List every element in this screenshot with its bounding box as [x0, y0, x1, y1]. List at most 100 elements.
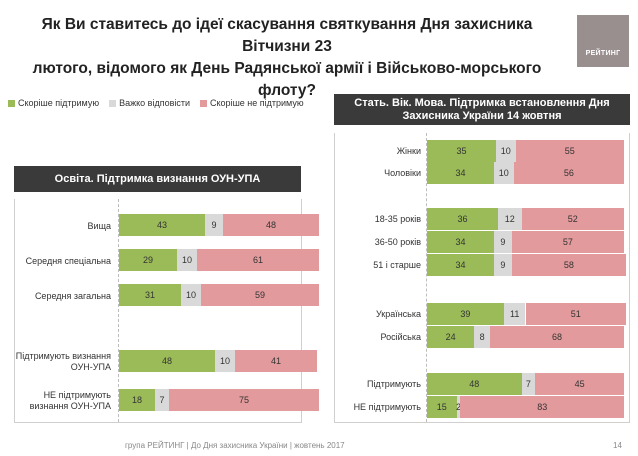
bar-segment-oppose: 56: [513, 162, 624, 184]
data-label: 10: [181, 255, 192, 265]
data-label: 55: [564, 146, 575, 156]
data-label: 41: [270, 356, 281, 366]
data-label: 12: [504, 214, 515, 224]
bar-segment-oppose: 57: [511, 231, 624, 253]
data-label: 75: [238, 395, 249, 405]
bar-segment-support: 36: [427, 208, 498, 230]
page-title: Як Ви ставитесь до ідеї скасування святк…: [12, 14, 562, 102]
category-label: Середня спеціальна: [25, 256, 111, 266]
bar-segment-hard-to-say: 7: [521, 373, 536, 395]
bar-segment-support: 48: [119, 350, 215, 372]
bar-segment-support: 31: [119, 284, 181, 306]
bar-segment-hard-to-say: 11: [503, 303, 526, 325]
legend-item-hard-to-say: Важко відповісти: [109, 98, 190, 108]
bar-segment-hard-to-say: 10: [495, 140, 516, 162]
legend-label-hard-to-say: Важко відповісти: [119, 98, 191, 108]
data-label: 59: [254, 290, 265, 300]
data-label: 61: [252, 255, 263, 265]
data-label: 48: [265, 220, 276, 230]
data-label: 9: [500, 260, 506, 270]
bar-segment-hard-to-say: 8: [474, 326, 491, 348]
chart-legend: Скоріше підтримую Важко відповісти Скорі…: [8, 98, 304, 108]
data-label: 31: [144, 290, 155, 300]
category-label: Підтримують: [366, 379, 421, 389]
bar-segment-oppose: 75: [169, 389, 319, 411]
bar-segment-support: 34: [427, 254, 494, 276]
legend-item-oppose: Скоріше не підтримую: [200, 98, 304, 108]
category-label: НЕ підтримують: [353, 402, 421, 412]
category-label: 18-35 років: [374, 214, 421, 224]
data-label: 18: [131, 395, 142, 405]
bar-segment-support: 39: [427, 303, 504, 325]
category-label: Чоловіки: [384, 168, 421, 178]
data-label: 9: [500, 237, 506, 247]
bar-segment-support: 43: [119, 214, 205, 236]
chart-axis: [426, 133, 427, 422]
bar-segment-hard-to-say: 9: [493, 254, 512, 276]
category-label: Підтримують визнання ОУН-УПА: [15, 351, 111, 372]
education-chart: Вища 43 9 48 Середня спеціальна 29 10 61 Середня…: [14, 199, 319, 423]
demographics-chart-title: Стать. Вік. Мова. Підтримка встановлення…: [334, 94, 630, 125]
bar-segment-support: 35: [427, 140, 496, 162]
data-label: 45: [574, 379, 585, 389]
legend-label-oppose: Скоріше не підтримую: [210, 98, 304, 108]
bar-segment-hard-to-say: 9: [205, 214, 223, 236]
title-line-2: лютого, відомого як День Радянської армі…: [32, 60, 542, 99]
data-label: 10: [219, 356, 230, 366]
bar-segment-oppose: 48: [223, 214, 319, 236]
bar-segment-oppose: 52: [521, 208, 624, 230]
data-label: 68: [552, 332, 563, 342]
rating-logo: РЕЙТИНГ: [577, 15, 629, 67]
legend-label-support: Скоріше підтримую: [18, 98, 100, 108]
category-label: 51 і старше: [373, 260, 421, 270]
data-label: 7: [525, 379, 531, 389]
education-chart-title: Освіта. Підтримка визнання ОУН-УПА: [14, 166, 301, 192]
category-label: Українська: [375, 309, 421, 319]
data-label: 36: [457, 214, 468, 224]
bar-segment-hard-to-say: 7: [155, 389, 169, 411]
data-label: 10: [498, 168, 509, 178]
data-label: 39: [460, 309, 471, 319]
demographics-chart: Жінки 35 10 55 Чоловіки 34 10 56 18-35 років 36 12…: [334, 133, 630, 423]
legend-swatch-hard-to-say: [109, 99, 117, 107]
bar-segment-hard-to-say: 10: [493, 162, 514, 184]
bar-segment-oppose: 83: [460, 396, 624, 418]
data-label: 34: [455, 260, 466, 270]
data-label: 43: [156, 220, 167, 230]
data-label: 35: [456, 146, 467, 156]
bar-segment-hard-to-say: 10: [177, 249, 197, 271]
bar-segment-hard-to-say: 2: [456, 396, 462, 418]
bar-segment-support: 18: [119, 389, 155, 411]
chart-axis: [118, 199, 119, 422]
data-label: 48: [161, 356, 172, 366]
data-label: 2: [456, 402, 462, 412]
data-label: 29: [142, 255, 153, 265]
page-number: 14: [613, 441, 622, 450]
data-label: 83: [537, 402, 548, 412]
bar-segment-oppose: 45: [535, 373, 624, 395]
data-label: 51: [570, 309, 581, 319]
category-label: 36-50 років: [374, 237, 421, 247]
data-label: 24: [445, 332, 456, 342]
legend-item-support: Скоріше підтримую: [8, 98, 99, 108]
data-label: 52: [567, 214, 578, 224]
category-label: Вища: [87, 221, 111, 231]
bar-segment-hard-to-say: 9: [493, 231, 512, 253]
bar-segment-oppose: 59: [201, 284, 319, 306]
legend-swatch-oppose: [200, 99, 208, 107]
bar-segment-support: 34: [427, 162, 494, 184]
category-label: Жінки: [396, 146, 421, 156]
data-label: 58: [563, 260, 574, 270]
data-label: 34: [455, 168, 466, 178]
bar-segment-support: 34: [427, 231, 494, 253]
bar-segment-hard-to-say: 10: [215, 350, 235, 372]
bar-segment-hard-to-say: 10: [181, 284, 201, 306]
category-label: Середня загальна: [34, 291, 111, 301]
bar-segment-oppose: 58: [511, 254, 626, 276]
category-label: НЕ підтримують визнання ОУН-УПА: [29, 390, 111, 411]
data-label: 57: [562, 237, 573, 247]
data-label: 11: [509, 309, 520, 319]
bar-segment-support: 29: [119, 249, 177, 271]
data-label: 15: [436, 402, 447, 412]
legend-swatch-support: [8, 99, 15, 107]
